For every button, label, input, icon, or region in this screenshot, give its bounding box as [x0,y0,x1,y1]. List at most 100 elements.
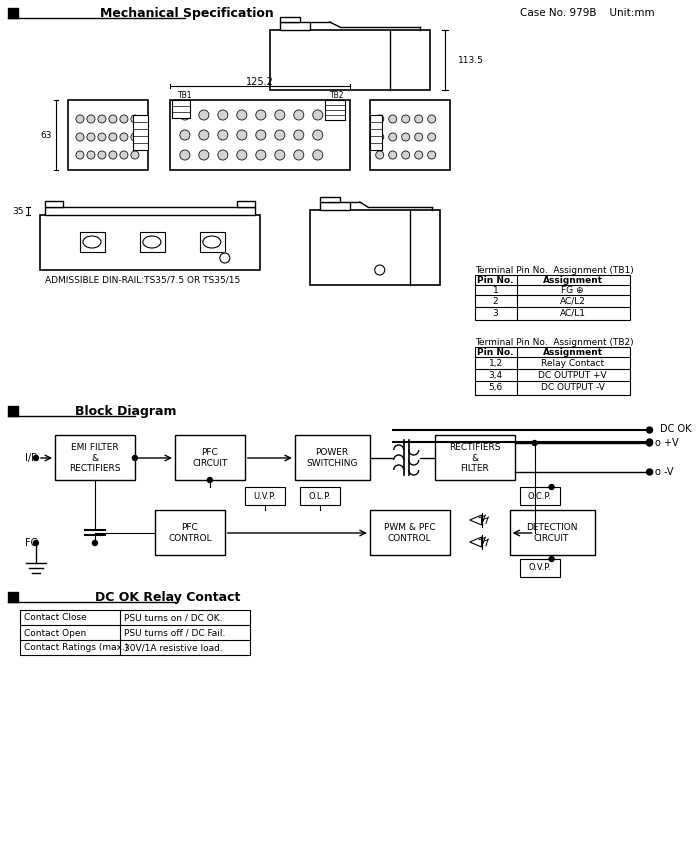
Circle shape [647,469,652,475]
Bar [200,232,225,252]
Circle shape [374,265,385,275]
Text: AC/L1: AC/L1 [559,309,586,318]
Circle shape [237,110,247,120]
Circle shape [256,110,266,120]
Bar [519,487,559,505]
Circle shape [180,150,190,160]
Text: PSU turns on / DC OK.: PSU turns on / DC OK. [124,614,223,622]
Circle shape [109,133,117,141]
Circle shape [402,133,409,141]
Circle shape [389,115,397,123]
Text: EMI FILTER
&
RECTIFIERS: EMI FILTER & RECTIFIERS [69,443,120,473]
Bar [8,406,18,416]
Text: 63: 63 [40,131,52,139]
Text: O.V.P.: O.V.P. [528,564,551,573]
Bar [280,17,300,22]
Ellipse shape [143,236,161,248]
Text: FG: FG [25,538,38,548]
Bar [245,487,285,505]
Circle shape [131,115,139,123]
Bar [280,22,310,30]
Circle shape [549,557,554,562]
Circle shape [131,133,139,141]
Text: Pin No.: Pin No. [477,348,514,356]
Circle shape [256,130,266,140]
Circle shape [98,115,106,123]
Bar [155,510,225,555]
Circle shape [120,115,128,123]
Circle shape [532,440,537,445]
Text: Assignment: Assignment [542,348,603,356]
Circle shape [180,110,190,120]
Text: DC OUTPUT +V: DC OUTPUT +V [538,371,607,379]
Bar [320,202,350,210]
Circle shape [414,151,423,159]
Circle shape [313,130,323,140]
Bar [45,201,63,207]
Circle shape [376,133,384,141]
Text: AC/L2: AC/L2 [560,297,585,305]
Bar [133,115,148,150]
Circle shape [199,130,209,140]
Circle shape [76,151,84,159]
Bar [170,100,350,170]
Circle shape [294,150,304,160]
Circle shape [199,150,209,160]
Bar [55,435,135,480]
Text: 3,4: 3,4 [489,371,503,379]
Circle shape [294,130,304,140]
Text: 1: 1 [493,286,498,294]
Circle shape [98,151,106,159]
Circle shape [220,253,230,263]
Circle shape [275,130,285,140]
Bar [172,100,190,118]
Text: Relay Contact: Relay Contact [541,359,604,367]
Circle shape [120,151,128,159]
Text: o -V: o -V [654,467,673,477]
Circle shape [120,133,128,141]
Text: 5,6: 5,6 [489,382,503,392]
Text: I/P: I/P [25,453,37,463]
Circle shape [428,133,435,141]
Text: 35: 35 [12,207,24,216]
Text: Contact Ratings (max.): Contact Ratings (max.) [24,643,128,653]
Circle shape [76,115,84,123]
Text: TB1: TB1 [178,90,193,99]
Text: Terminal Pin No.  Assignment (TB2): Terminal Pin No. Assignment (TB2) [475,337,634,347]
Text: DC OUTPUT -V: DC OUTPUT -V [540,382,605,392]
Bar [370,100,449,170]
Bar [310,210,440,285]
Circle shape [98,133,106,141]
Bar [370,510,449,555]
Circle shape [428,151,435,159]
Circle shape [275,110,285,120]
Circle shape [207,478,212,483]
Circle shape [313,110,323,120]
Circle shape [389,151,397,159]
Text: 2: 2 [493,297,498,305]
Bar [320,197,340,202]
Text: Terminal Pin No.  Assignment (TB1): Terminal Pin No. Assignment (TB1) [475,265,634,275]
Circle shape [294,110,304,120]
Circle shape [109,115,117,123]
Bar [68,100,148,170]
Bar [8,592,18,602]
Circle shape [402,151,409,159]
Bar [370,115,382,150]
Text: PFC
CONTROL: PFC CONTROL [168,524,211,542]
Circle shape [389,133,397,141]
Text: PWM & PFC
CONTROL: PWM & PFC CONTROL [384,524,435,542]
Circle shape [256,150,266,160]
Circle shape [428,115,435,123]
Circle shape [647,439,652,445]
Circle shape [199,110,209,120]
Text: Contact Close: Contact Close [24,614,87,622]
Bar [270,30,430,90]
Bar [80,232,105,252]
Bar [45,207,255,215]
Bar [295,435,370,480]
Text: DC OK: DC OK [659,424,691,434]
Circle shape [414,133,423,141]
Circle shape [132,456,137,461]
Bar [40,215,260,270]
